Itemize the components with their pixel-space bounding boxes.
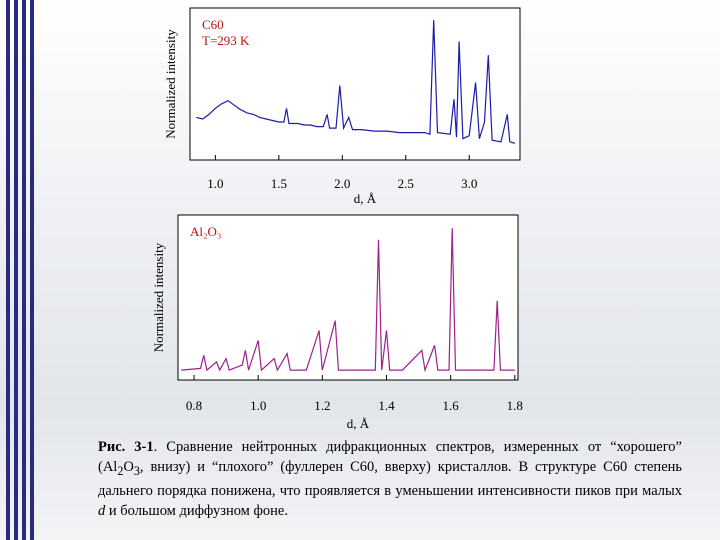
caption-text: O: [123, 459, 134, 475]
x-tick-label: 0.8: [186, 398, 202, 413]
x-tick-label: 1.6: [443, 398, 460, 413]
spectrum-line: [196, 20, 516, 144]
caption: Рис. 3-1. Сравнение нейтронных дифракцио…: [98, 437, 682, 521]
annotation: Al₂O₃: [190, 224, 221, 239]
caption-text: . Сравнение нейтронных дифракционных спе…: [98, 439, 682, 475]
spectrum-line: [181, 228, 515, 373]
x-tick-label: 2.5: [398, 176, 414, 191]
x-tick-label: 3.0: [461, 176, 477, 191]
caption-italic: d: [98, 502, 106, 519]
caption-label: Рис. 3-1: [98, 439, 154, 455]
stripes: [6, 0, 34, 540]
caption-text: и большом диффузном фоне.: [105, 502, 288, 519]
caption-text: , внизу) и “плохого” (фуллерен С60, ввер…: [98, 459, 682, 499]
x-axis-label: d, Å: [354, 191, 377, 206]
x-tick-label: 1.4: [378, 398, 395, 413]
x-tick-label: 1.2: [314, 398, 330, 413]
plot-area: [177, 214, 519, 381]
y-axis-label: Normalized intensity: [163, 29, 178, 139]
x-tick-label: 1.5: [271, 176, 287, 191]
annotation: T=293 K: [202, 33, 250, 48]
caption-sub: 2: [117, 463, 124, 478]
x-tick-label: 1.0: [207, 176, 223, 191]
annotation: C60: [202, 17, 224, 32]
caption-sub: 3: [133, 463, 140, 478]
plot-area: [189, 7, 521, 161]
x-tick-label: 2.0: [334, 176, 350, 191]
x-axis-label: d, Å: [347, 416, 370, 431]
x-tick-label: 1.0: [250, 398, 266, 413]
x-tick-label: 1.8: [507, 398, 523, 413]
y-axis-label: Normalized intensity: [151, 242, 166, 352]
